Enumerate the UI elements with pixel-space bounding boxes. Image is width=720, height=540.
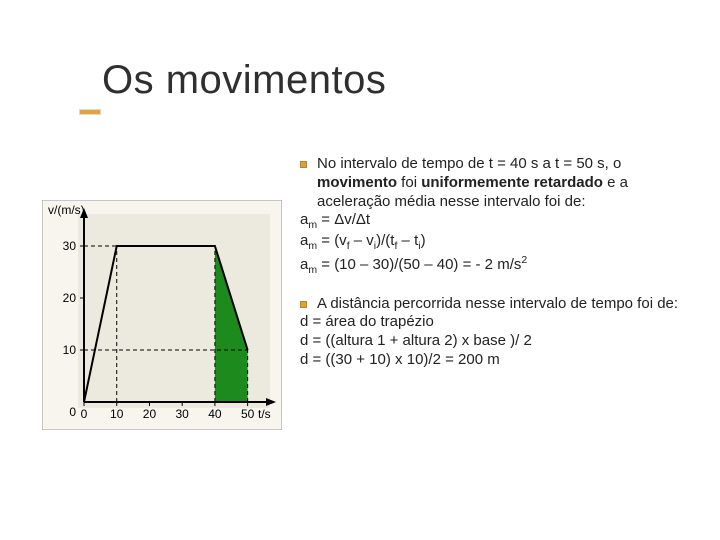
svg-text:t/s: t/s	[258, 407, 271, 421]
eq-sub: m	[308, 264, 317, 276]
text-bold: movimento	[317, 174, 397, 191]
title-accent-rule	[80, 110, 100, 114]
bullet-block-2: A distância percorrida nesse intervalo d…	[300, 295, 690, 370]
bullet-text-2: A distância percorrida nesse intervalo d…	[317, 295, 690, 314]
svg-text:50: 50	[241, 407, 255, 421]
eq-frag: – v	[350, 232, 374, 249]
text-fragment: foi	[397, 174, 421, 191]
eq-frag: )/(t	[376, 232, 394, 249]
content-column: No intervalo de tempo de t = 40 s a t = …	[300, 155, 690, 388]
text-bold: uniformemente retardado	[421, 174, 603, 191]
slide-title-block: Os movimentos	[80, 60, 386, 100]
equation-line: d = ((30 + 10) x 10)/2 = 200 m	[300, 351, 690, 370]
svg-text:30: 30	[63, 239, 77, 253]
equation-line: am = (10 – 30)/(50 – 40) = - 2 m/s2	[300, 254, 690, 277]
eq-rhs: = Δv/Δt	[317, 211, 370, 228]
bullet-square-icon	[300, 301, 307, 308]
text-fragment: No intervalo de tempo de t = 40 s a t = …	[317, 155, 621, 172]
bullet-item: No intervalo de tempo de t = 40 s a t = …	[300, 155, 690, 211]
svg-text:30: 30	[176, 407, 190, 421]
svg-text:20: 20	[63, 291, 77, 305]
eq-sub: m	[308, 240, 317, 252]
svg-text:0: 0	[69, 405, 76, 419]
equation-line: d = ((altura 1 + altura 2) x base )/ 2	[300, 332, 690, 351]
bullet-item: A distância percorrida nesse intervalo d…	[300, 295, 690, 314]
svg-text:10: 10	[110, 407, 124, 421]
svg-text:v/(m/s): v/(m/s)	[48, 203, 85, 217]
eq-frag: – t	[397, 232, 418, 249]
eq-sub: m	[308, 219, 317, 231]
bullet-text-1: No intervalo de tempo de t = 40 s a t = …	[317, 155, 690, 211]
svg-text:0: 0	[81, 407, 88, 421]
bullet-block-1: No intervalo de tempo de t = 40 s a t = …	[300, 155, 690, 277]
velocity-time-chart: 0 10 20 30 40 50 10 20 30 0 v/(m/s) t/s	[42, 200, 282, 430]
bullet-square-icon	[300, 161, 307, 168]
eq-sup: 2	[521, 254, 527, 266]
equation-line: am = (vf – vi)/(tf – ti)	[300, 232, 690, 253]
equation-line: am = Δv/Δt	[300, 211, 690, 232]
svg-text:10: 10	[63, 343, 77, 357]
eq-rhs: = (10 – 30)/(50 – 40) = - 2 m/s	[317, 256, 521, 273]
slide-title: Os movimentos	[102, 60, 386, 100]
svg-text:20: 20	[143, 407, 157, 421]
equation-line: d = área do trapézio	[300, 313, 690, 332]
svg-text:40: 40	[208, 407, 222, 421]
eq-frag: = (v	[317, 232, 347, 249]
eq-frag: )	[421, 232, 426, 249]
